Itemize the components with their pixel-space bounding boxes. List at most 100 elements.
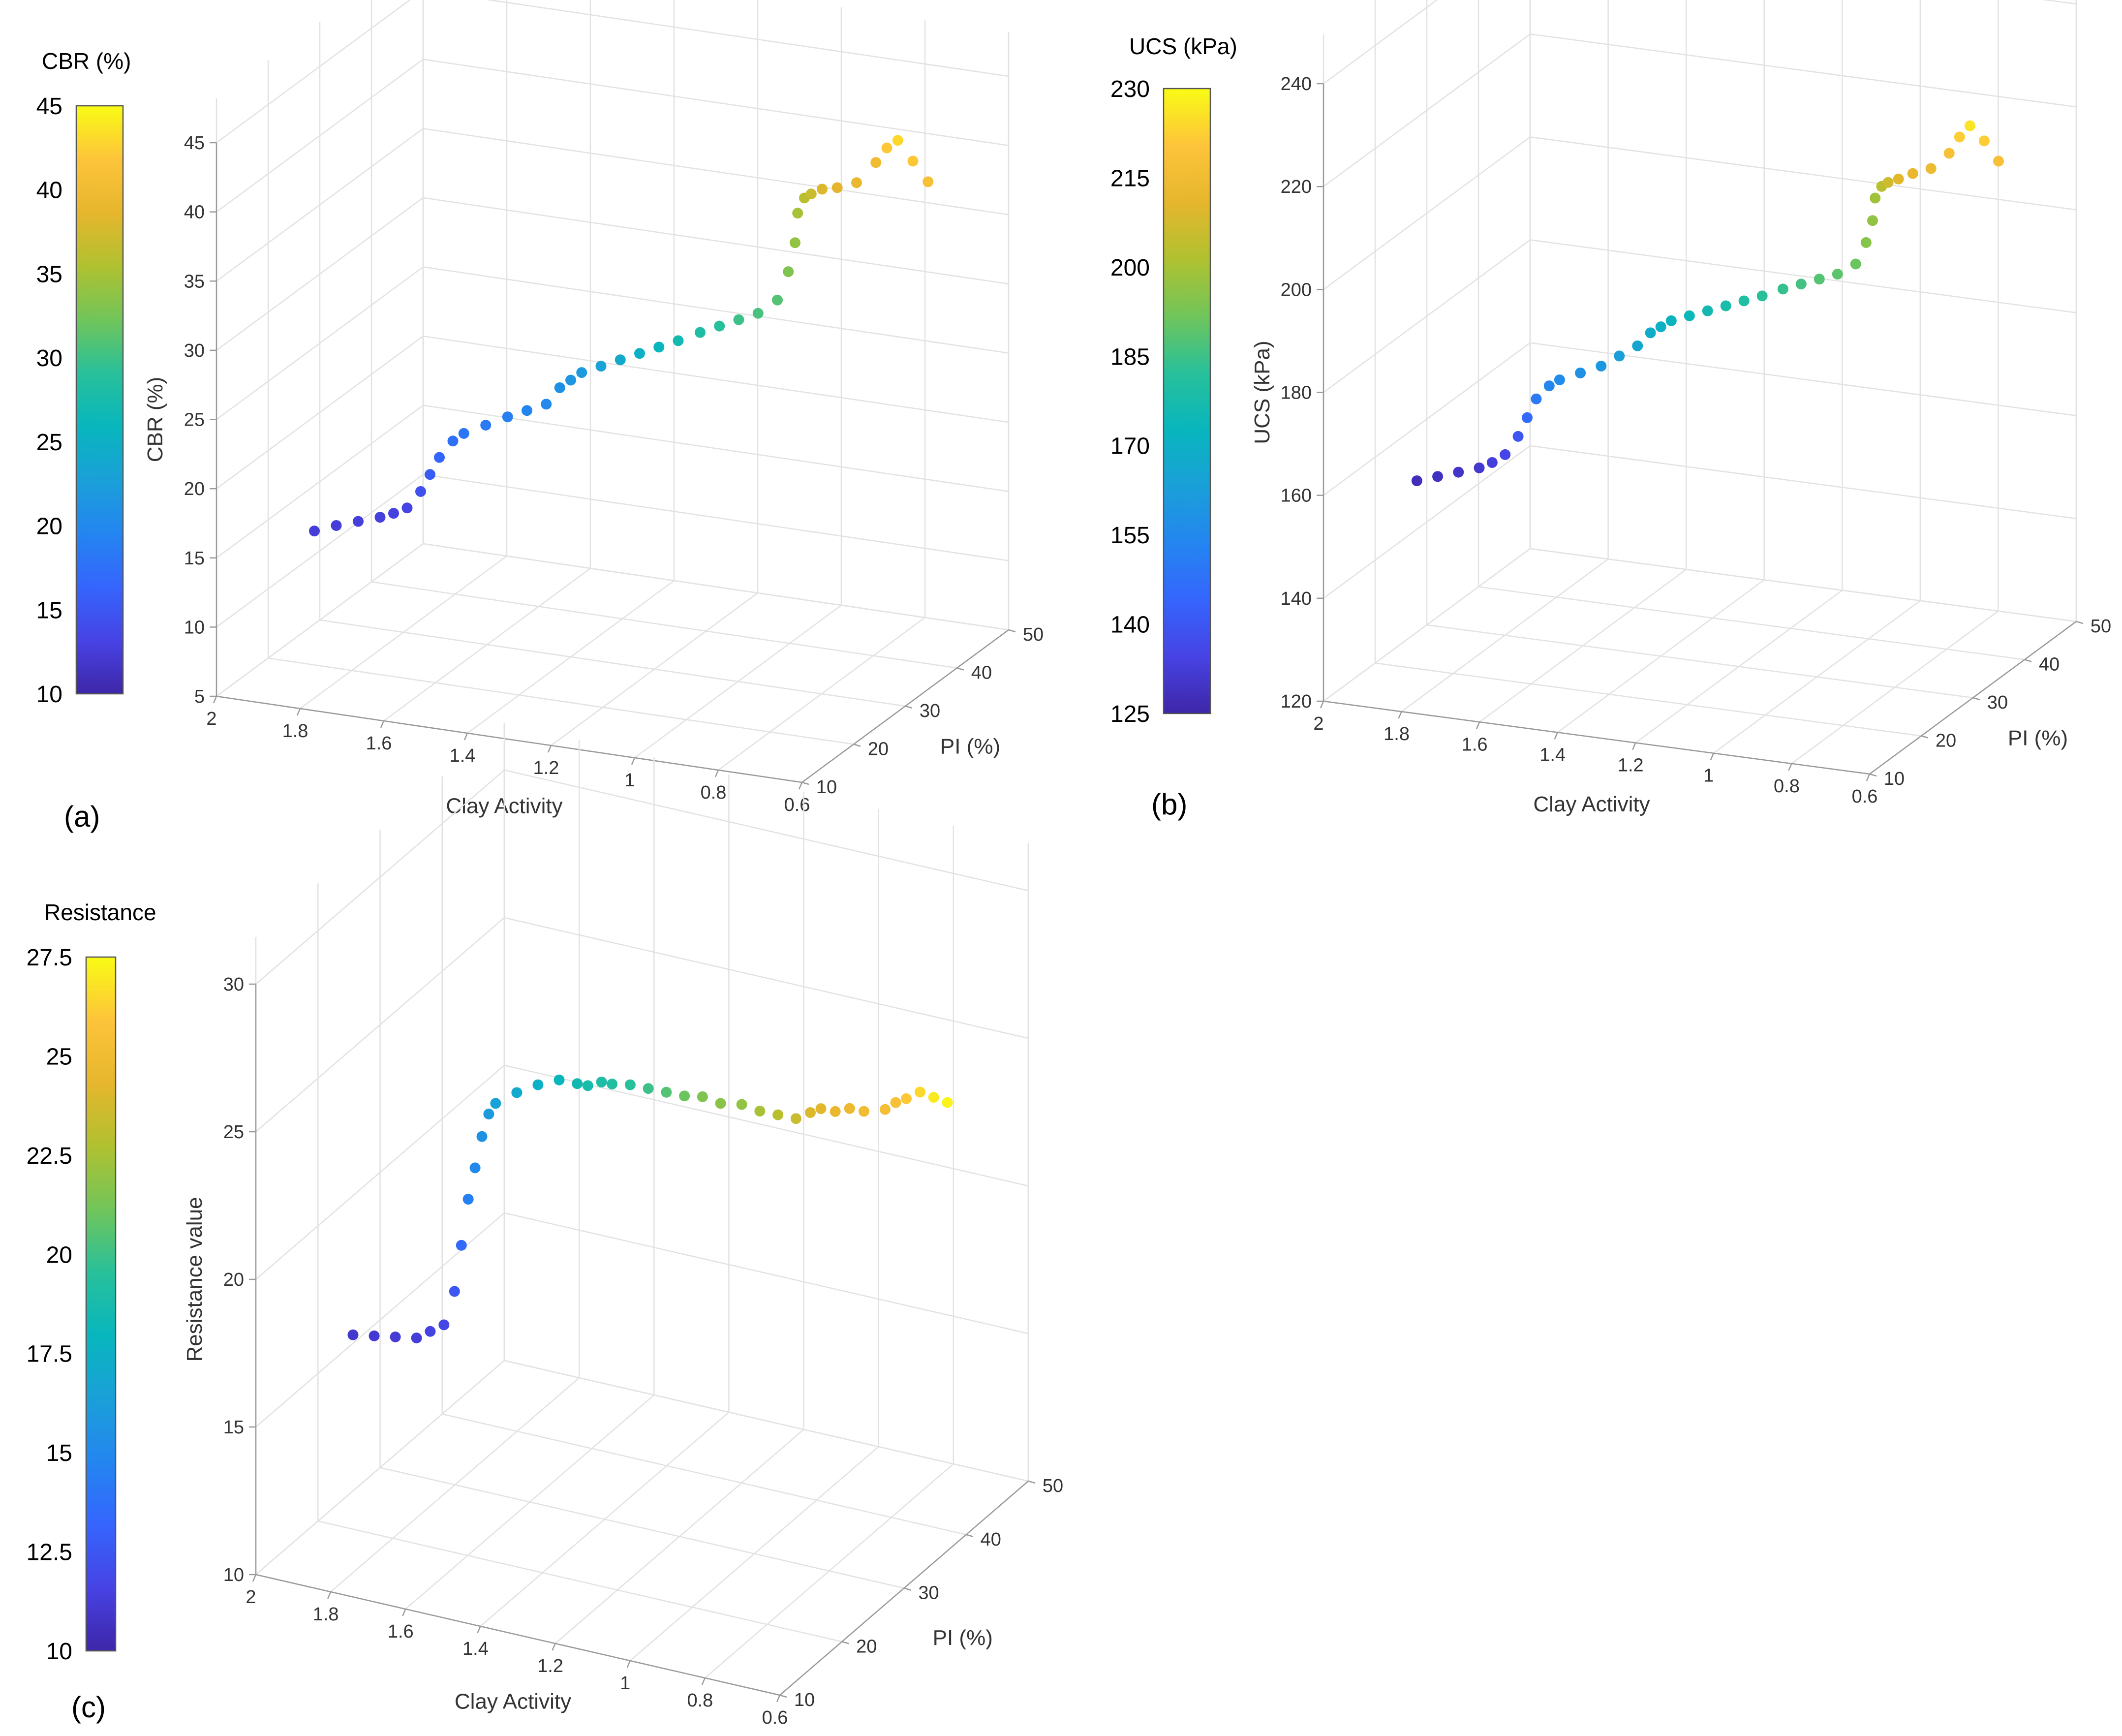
gridline-side-z <box>216 197 424 351</box>
colorbar-a-bar <box>76 106 123 694</box>
data-point <box>1993 155 2004 167</box>
x-tick-label: 1.8 <box>282 721 308 742</box>
gridline-back-z <box>423 474 1009 561</box>
colorbar-tick-label: 22.5 <box>27 1143 72 1169</box>
gridline-back-z <box>504 769 1029 892</box>
x-tick-mark <box>1710 753 1715 761</box>
y-tick-mark <box>779 1694 787 1698</box>
y-tick-mark <box>1869 773 1877 777</box>
y-tick-mark <box>853 744 861 747</box>
data-point <box>923 176 934 187</box>
colorbar-tick-label: 15 <box>36 597 62 623</box>
x-tick-label: 0.6 <box>762 1707 788 1728</box>
data-point <box>596 1076 607 1087</box>
y-tick-label: 30 <box>1987 692 2008 713</box>
data-point <box>1832 269 1843 280</box>
data-point <box>411 1333 422 1344</box>
x-tick-label: 0.8 <box>701 782 727 803</box>
y-tick-label: 10 <box>794 1690 815 1710</box>
colorbar-tick-label: 10 <box>46 1639 72 1665</box>
z-tick-label: 200 <box>1281 279 1312 300</box>
x-axis-line <box>216 695 802 783</box>
data-point <box>309 526 320 537</box>
z-tick-label: 45 <box>184 133 205 154</box>
gridline-floor-y <box>371 581 957 669</box>
data-point <box>879 1104 891 1115</box>
data-point <box>1411 475 1422 487</box>
data-point <box>347 1329 359 1340</box>
x-tick-mark <box>296 708 301 716</box>
data-point <box>1665 315 1677 326</box>
data-point <box>1543 380 1555 392</box>
colorbar-tick-label: 35 <box>36 261 62 287</box>
x-tick-mark <box>714 770 719 777</box>
z-axis-title: UCS (kPa) <box>1250 341 1274 444</box>
data-point <box>942 1097 953 1108</box>
y-tick-label: 10 <box>1884 769 1905 789</box>
x-tick-mark <box>631 757 636 765</box>
x-tick-label: 1.8 <box>1384 724 1410 744</box>
z-tick-label: 35 <box>184 271 205 292</box>
data-point <box>661 1086 672 1098</box>
x-tick-label: 1 <box>624 770 635 791</box>
data-point <box>697 1091 708 1102</box>
z-tick-label: 25 <box>184 410 205 431</box>
panel-label-a: (a) <box>64 800 100 833</box>
data-point <box>1655 321 1666 333</box>
data-point <box>458 428 469 439</box>
data-point <box>634 348 645 359</box>
colorbar-a-frame <box>75 105 124 695</box>
data-point <box>792 208 803 219</box>
data-point <box>462 1194 474 1205</box>
data-point <box>456 1240 467 1251</box>
x-tick-mark <box>477 1626 481 1634</box>
colorbar-tick-label: 125 <box>1110 701 1150 727</box>
y-tick-mark <box>1028 1480 1036 1484</box>
colorbar-b: UCS (kPa) 125 140 155 170 185 200 215 230 <box>1110 33 1237 727</box>
data-point <box>643 1083 654 1094</box>
x-tick-label: 1.2 <box>537 1656 563 1676</box>
colorbar-tick-label: 25 <box>36 430 62 456</box>
z-tick-label: 20 <box>184 479 205 499</box>
gridline-side-z <box>255 770 505 985</box>
colorbar-tick-label: 45 <box>36 93 62 120</box>
data-point <box>1943 148 1955 159</box>
data-point <box>653 341 665 353</box>
data-point <box>817 184 828 195</box>
x-tick-label: 1.4 <box>450 745 476 766</box>
y-tick-mark <box>2076 620 2084 624</box>
y-tick-label: 40 <box>2039 654 2060 675</box>
gridline-side-z <box>216 0 411 144</box>
data-point <box>502 411 513 423</box>
colorbar-tick-label: 15 <box>46 1440 72 1466</box>
x-tick-mark <box>213 696 217 704</box>
gridline-back-z <box>1530 548 2077 622</box>
data-point <box>476 1131 488 1142</box>
colorbar-tick-label: 140 <box>1110 612 1150 638</box>
z-tick-label: 120 <box>1281 691 1312 712</box>
data-point <box>881 142 892 154</box>
gridline-side-z <box>216 128 424 282</box>
colorbar-tick-label: 170 <box>1110 434 1150 460</box>
data-point <box>695 327 706 338</box>
x-tick-label: 1 <box>620 1673 630 1694</box>
gridline-back-z <box>423 543 1009 631</box>
colorbar-a: CBR (%) 10 15 20 25 30 35 40 45 <box>36 48 131 708</box>
z-tick-label: 240 <box>1281 74 1312 94</box>
colorbar-tick-label: 230 <box>1110 76 1150 102</box>
x-tick-label: 1.6 <box>366 733 392 754</box>
y-tick-mark <box>1972 697 1980 701</box>
data-point <box>1453 466 1464 478</box>
panel-b: 2 1.8 1.6 1.4 1.2 1 0.8 0.6 10 20 30 40 50 120 140 160 1… <box>1110 0 2111 821</box>
y-tick-label: 40 <box>981 1529 1001 1550</box>
colorbar-tick-label: 12.5 <box>27 1540 72 1566</box>
data-point <box>870 157 882 168</box>
gridline-back-z <box>504 1064 1029 1187</box>
x-tick-mark <box>798 782 803 790</box>
colorbar-tick-label: 30 <box>36 345 62 372</box>
data-point <box>1554 374 1565 385</box>
data-point <box>772 294 783 306</box>
y-tick-mark <box>801 781 809 785</box>
data-point <box>1512 431 1524 442</box>
x-tick-label: 1.6 <box>1462 734 1488 755</box>
